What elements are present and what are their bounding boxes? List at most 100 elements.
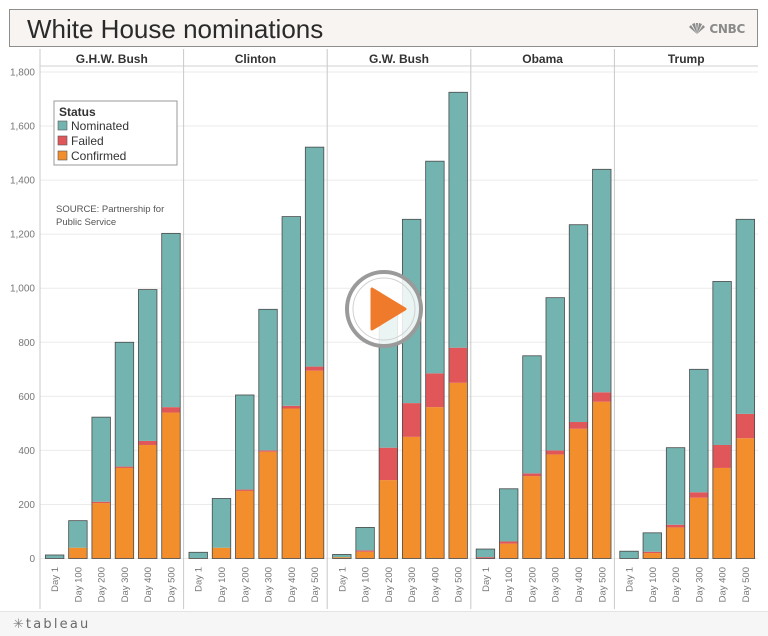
bar-failed[interactable] <box>569 422 588 429</box>
bar-failed[interactable] <box>499 541 518 543</box>
x-tick-label: Day 1 <box>625 567 636 592</box>
bar-confirmed[interactable] <box>690 498 709 559</box>
bar-failed[interactable] <box>713 445 732 468</box>
bar-failed[interactable] <box>115 467 134 468</box>
y-tick-label: 1,400 <box>10 176 35 187</box>
bar-failed[interactable] <box>379 448 398 480</box>
bar-failed[interactable] <box>282 406 301 409</box>
bar-nominated[interactable] <box>333 554 352 557</box>
x-tick-label: Day 100 <box>361 567 372 602</box>
bar-nominated[interactable] <box>115 342 134 466</box>
tableau-logo[interactable]: ✳tableau <box>13 617 90 632</box>
bar-nominated[interactable] <box>259 309 278 450</box>
bar-nominated[interactable] <box>476 549 495 557</box>
legend-item-label[interactable]: Confirmed <box>71 149 126 163</box>
bar-confirmed[interactable] <box>282 408 301 558</box>
bar-failed[interactable] <box>236 490 255 491</box>
bar-failed[interactable] <box>305 367 324 371</box>
bar-nominated[interactable] <box>546 298 565 451</box>
bar-nominated[interactable] <box>666 448 685 525</box>
bar-confirmed[interactable] <box>259 452 278 559</box>
legend-item-label[interactable]: Nominated <box>71 119 129 133</box>
bar-confirmed[interactable] <box>305 371 324 559</box>
y-tick-label: 1,600 <box>10 122 35 133</box>
bar-nominated[interactable] <box>643 533 662 552</box>
bar-confirmed[interactable] <box>162 413 181 559</box>
bar-failed[interactable] <box>593 392 612 401</box>
panel-title: G.W. Bush <box>369 52 429 66</box>
bar-nominated[interactable] <box>356 527 375 550</box>
bar-nominated[interactable] <box>713 281 732 445</box>
bar-nominated[interactable] <box>499 489 518 542</box>
bar-nominated[interactable] <box>593 169 612 392</box>
y-tick-label: 1,800 <box>10 68 35 79</box>
bar-failed[interactable] <box>666 525 685 528</box>
bar-confirmed[interactable] <box>92 503 111 558</box>
bar-confirmed[interactable] <box>212 548 231 559</box>
bar-nominated[interactable] <box>236 395 255 490</box>
bar-nominated[interactable] <box>212 498 231 547</box>
bar-failed[interactable] <box>138 441 157 445</box>
bar-failed[interactable] <box>402 403 421 437</box>
bar-confirmed[interactable] <box>736 438 755 558</box>
bar-nominated[interactable] <box>690 369 709 492</box>
bar-confirmed[interactable] <box>236 491 255 559</box>
bar-nominated[interactable] <box>569 225 588 422</box>
bar-confirmed[interactable] <box>138 445 157 559</box>
bar-nominated[interactable] <box>69 521 88 548</box>
panel-title: Obama <box>522 52 563 66</box>
bar-nominated[interactable] <box>282 217 301 406</box>
bar-nominated[interactable] <box>189 552 208 558</box>
bar-nominated[interactable] <box>92 417 111 502</box>
bar-failed[interactable] <box>92 502 111 503</box>
bar-confirmed[interactable] <box>499 544 518 559</box>
x-tick-label: Day 400 <box>143 567 154 602</box>
bar-confirmed[interactable] <box>546 454 565 558</box>
x-tick-label: Day 200 <box>97 567 108 602</box>
bar-failed[interactable] <box>523 473 542 476</box>
bar-failed[interactable] <box>643 552 662 553</box>
bar-nominated[interactable] <box>449 92 468 347</box>
x-tick-label: Day 100 <box>648 567 659 602</box>
bar-confirmed[interactable] <box>643 553 662 558</box>
bar-confirmed[interactable] <box>69 548 88 559</box>
x-tick-label: Day 500 <box>166 567 177 602</box>
bar-confirmed[interactable] <box>356 552 375 559</box>
bar-confirmed[interactable] <box>115 468 134 559</box>
bar-confirmed[interactable] <box>523 476 542 558</box>
bar-nominated[interactable] <box>426 161 445 373</box>
legend-title: Status <box>59 105 96 119</box>
bar-failed[interactable] <box>259 450 278 451</box>
bar-confirmed[interactable] <box>569 429 588 559</box>
bar-failed[interactable] <box>426 373 445 407</box>
bar-nominated[interactable] <box>305 147 324 366</box>
bar-failed[interactable] <box>736 414 755 438</box>
bar-failed[interactable] <box>690 492 709 497</box>
bar-nominated[interactable] <box>620 551 639 558</box>
y-tick-label: 1,000 <box>10 284 35 295</box>
bar-confirmed[interactable] <box>426 407 445 558</box>
bar-confirmed[interactable] <box>449 383 468 559</box>
play-button[interactable] <box>347 272 421 346</box>
bar-confirmed[interactable] <box>593 402 612 559</box>
bar-failed[interactable] <box>449 348 468 383</box>
legend-item-label[interactable]: Failed <box>71 134 104 148</box>
bar-nominated[interactable] <box>138 290 157 441</box>
bar-confirmed[interactable] <box>379 480 398 558</box>
panel-title: Clinton <box>235 52 276 66</box>
bar-failed[interactable] <box>162 407 181 412</box>
bar-failed[interactable] <box>546 450 565 454</box>
bar-nominated[interactable] <box>162 233 181 407</box>
bar-confirmed[interactable] <box>713 468 732 559</box>
x-tick-label: Day 200 <box>671 567 682 602</box>
bar-confirmed[interactable] <box>666 527 685 558</box>
bar-failed[interactable] <box>356 550 375 551</box>
legend-swatch <box>58 136 67 145</box>
bar-nominated[interactable] <box>45 555 64 558</box>
bar-confirmed[interactable] <box>402 437 421 559</box>
bar-nominated[interactable] <box>523 356 542 474</box>
bar-nominated[interactable] <box>736 219 755 414</box>
tableau-plus-icon: ✳ <box>13 617 24 632</box>
